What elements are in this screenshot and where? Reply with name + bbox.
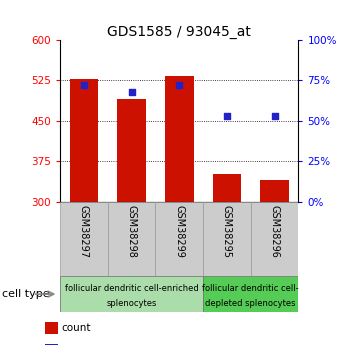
Point <box>224 113 230 119</box>
Text: cell type: cell type <box>2 289 49 299</box>
Bar <box>45 344 58 345</box>
Text: follicular dendritic cell-enriched: follicular dendritic cell-enriched <box>65 284 198 293</box>
Point <box>81 82 86 88</box>
Text: GSM38297: GSM38297 <box>79 205 89 258</box>
Text: GSM38296: GSM38296 <box>270 205 280 258</box>
Text: count: count <box>62 323 91 333</box>
Title: GDS1585 / 93045_at: GDS1585 / 93045_at <box>107 24 251 39</box>
FancyBboxPatch shape <box>108 202 155 276</box>
FancyBboxPatch shape <box>251 202 298 276</box>
Point <box>272 113 277 119</box>
Text: depleted splenocytes: depleted splenocytes <box>205 299 296 308</box>
Bar <box>45 322 58 334</box>
FancyBboxPatch shape <box>155 202 203 276</box>
Point <box>129 89 134 94</box>
Text: follicular dendritic cell-: follicular dendritic cell- <box>202 284 299 293</box>
Text: splenocytes: splenocytes <box>106 299 157 308</box>
Bar <box>117 99 146 202</box>
Bar <box>165 76 193 202</box>
Text: GSM38295: GSM38295 <box>222 205 232 258</box>
FancyBboxPatch shape <box>203 202 251 276</box>
Bar <box>213 174 241 202</box>
Bar <box>203 276 298 312</box>
FancyBboxPatch shape <box>60 202 108 276</box>
Text: GSM38299: GSM38299 <box>174 205 184 258</box>
Bar <box>60 276 203 312</box>
Point <box>177 82 182 88</box>
Bar <box>70 79 98 202</box>
Text: GSM38298: GSM38298 <box>127 205 137 258</box>
Bar <box>260 180 289 202</box>
